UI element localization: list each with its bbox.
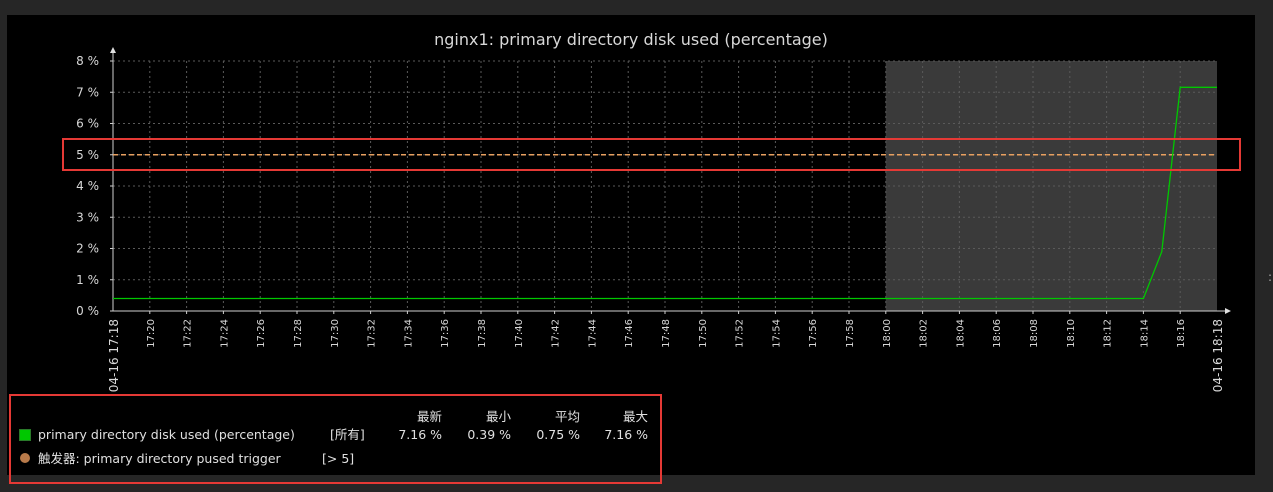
x-tick-label: 18:00 bbox=[882, 319, 893, 348]
y-tick-label: 3 % bbox=[76, 210, 99, 224]
series bbox=[113, 86, 1217, 300]
series-line bbox=[113, 86, 1217, 300]
x-tick-label: 17:48 bbox=[661, 319, 672, 348]
y-tick-label: 2 % bbox=[76, 242, 99, 256]
y-tick-label: 0 % bbox=[76, 304, 99, 318]
x-tick-label: 17:54 bbox=[771, 319, 782, 348]
x-tick-label: 17:28 bbox=[293, 319, 304, 348]
x-tick-label: 18:04 bbox=[955, 319, 966, 348]
x-tick-label: 18:06 bbox=[992, 319, 1003, 348]
x-tick-label: 18:02 bbox=[919, 319, 930, 348]
x-tick-label: 18:10 bbox=[1066, 319, 1077, 348]
x-tick-label: 17:46 bbox=[624, 319, 635, 348]
grid bbox=[113, 60, 1217, 311]
x-tick-label: 18:14 bbox=[1139, 319, 1150, 348]
line-chart: nginx1: primary directory disk used (per… bbox=[76, 30, 1231, 392]
x-tick-label: 17:36 bbox=[440, 319, 451, 348]
y-tick-label: 6 % bbox=[76, 117, 99, 131]
x-tick-label: 17:30 bbox=[330, 319, 341, 348]
x-tick-label: 17:20 bbox=[146, 319, 157, 348]
y-tick-label: 1 % bbox=[76, 273, 99, 287]
tick-labels: 0 % 1 % 2 % 3 % 4 % 5 % 6 % 7 % 8 % 17:20 17:22 17:… bbox=[76, 54, 1225, 392]
x-tick-label: 17:24 bbox=[219, 319, 230, 348]
y-axis-arrow bbox=[110, 47, 116, 53]
x-tick-label: 17:40 bbox=[514, 319, 525, 348]
y-tick-label: 5 % bbox=[76, 148, 99, 162]
highlight-region bbox=[885, 61, 1217, 311]
x-start-label: 04-16 17:18 bbox=[107, 319, 121, 392]
x-tick-label: 18:08 bbox=[1029, 319, 1040, 348]
x-tick-label: 17:38 bbox=[477, 319, 488, 348]
y-tick-label: 7 % bbox=[76, 85, 99, 99]
x-tick-label: 18:16 bbox=[1176, 319, 1187, 348]
x-tick-label: 17:52 bbox=[735, 319, 746, 348]
x-tick-label: 17:34 bbox=[403, 319, 414, 348]
y-tick-label: 8 % bbox=[76, 54, 99, 68]
edge-marker: : bbox=[1268, 270, 1273, 284]
x-tick-label: 17:44 bbox=[587, 319, 598, 348]
x-tick-label: 17:58 bbox=[845, 319, 856, 348]
graph-panel: nginx1: primary directory disk used (per… bbox=[7, 15, 1255, 475]
axes bbox=[110, 47, 1231, 314]
x-tick-label: 17:42 bbox=[551, 319, 562, 348]
chart-title: nginx1: primary directory disk used (per… bbox=[434, 30, 828, 49]
x-tick-label: 17:50 bbox=[698, 319, 709, 348]
x-end-label: 04-16 18:18 bbox=[1211, 319, 1225, 392]
x-tick-label: 17:22 bbox=[183, 319, 194, 348]
x-tick-label: 17:32 bbox=[367, 319, 378, 348]
x-tick-label: 17:26 bbox=[256, 319, 267, 348]
x-tick-label: 18:12 bbox=[1103, 319, 1114, 348]
y-tick-label: 4 % bbox=[76, 179, 99, 193]
x-axis-arrow bbox=[1225, 308, 1231, 314]
x-tick-label: 17:56 bbox=[808, 319, 819, 348]
